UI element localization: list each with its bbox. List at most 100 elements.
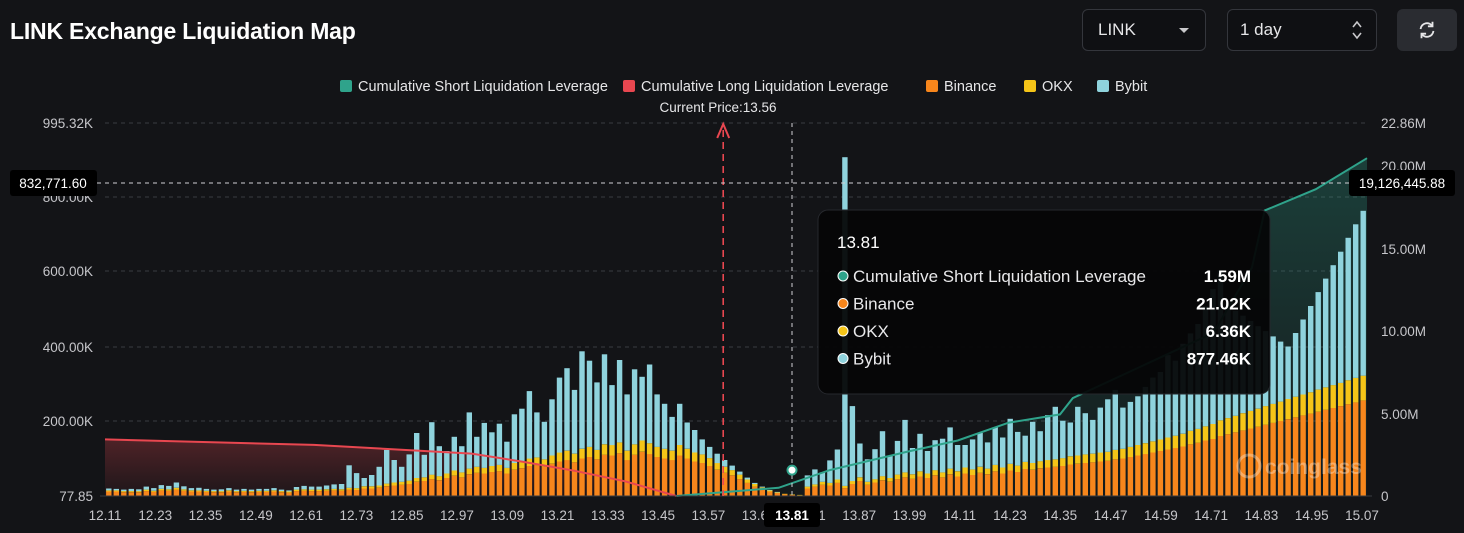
bybit-bar <box>1157 372 1164 440</box>
binance-bar <box>1247 428 1254 496</box>
bybit-bar <box>248 489 255 492</box>
symbol-select[interactable]: LINK <box>1082 9 1206 51</box>
binance-bar <box>1105 460 1111 496</box>
okx-bar <box>106 490 112 492</box>
bybit-bar <box>864 459 871 482</box>
binance-bar <box>526 466 533 496</box>
bybit-bar <box>1052 406 1058 460</box>
okx-bar <box>1097 452 1103 462</box>
okx-bar <box>571 453 578 463</box>
legend-swatch <box>340 80 352 92</box>
binance-bar <box>586 457 593 496</box>
right-axis-tick: 22.86M <box>1381 116 1426 131</box>
updown-chevron-icon <box>1352 20 1362 40</box>
bybit-bar <box>376 466 382 486</box>
binance-bar <box>872 482 878 496</box>
page-title: LINK Exchange Liquidation Map <box>10 18 356 44</box>
bybit-bar <box>143 486 149 490</box>
bybit-bar <box>1082 413 1088 455</box>
okx-bar <box>887 478 893 482</box>
x-axis-tick: 12.35 <box>189 508 223 523</box>
binance-bar <box>699 463 705 496</box>
bybit-bar <box>879 431 886 477</box>
okx-bar <box>353 488 360 490</box>
binance-bar <box>399 484 405 496</box>
x-axis-tick: 12.97 <box>440 508 474 523</box>
tooltip-row-dot <box>837 325 849 337</box>
bybit-bar <box>203 488 210 491</box>
binance-bar <box>308 491 315 496</box>
bybit-bar <box>1000 437 1006 468</box>
bybit-bar <box>173 482 180 488</box>
binance-bar <box>767 491 773 496</box>
okx-bar <box>489 466 495 472</box>
binance-bar <box>692 461 698 496</box>
right-axis-tick: 0 <box>1381 489 1389 504</box>
okx-bar <box>1210 424 1216 439</box>
binance-bar <box>1097 461 1103 496</box>
binance-bar <box>579 458 585 496</box>
binance-bar <box>226 491 232 496</box>
binance-bar <box>369 488 375 496</box>
okx-bar <box>902 472 908 478</box>
bybit-bar <box>661 403 668 449</box>
binance-bar <box>1315 411 1321 496</box>
okx-bar <box>677 445 683 456</box>
legend-swatch <box>1097 80 1109 92</box>
okx-bar <box>323 489 330 491</box>
bybit-bar <box>158 485 164 489</box>
bybit-bar <box>519 408 525 462</box>
binance-bar <box>241 491 247 496</box>
bybit-bar <box>361 478 367 487</box>
okx-bar <box>1127 446 1134 457</box>
binance-bar <box>323 490 330 496</box>
bybit-bar <box>481 422 487 468</box>
interval-select[interactable]: 1 day <box>1227 9 1377 51</box>
bybit-bar <box>872 449 878 480</box>
binance-bar <box>541 466 548 496</box>
tooltip-box <box>817 209 1271 395</box>
binance-bar <box>571 462 578 496</box>
symbol-select-value: LINK <box>1098 20 1136 39</box>
bybit-bar <box>962 445 968 468</box>
binance-bar <box>549 463 555 496</box>
okx-bar <box>286 491 292 493</box>
okx-bar <box>218 491 225 493</box>
okx-bar <box>984 468 991 475</box>
coinglass-logo-icon <box>1236 453 1262 479</box>
okx-bar <box>188 490 195 492</box>
bybit-bar <box>1277 341 1284 402</box>
bybit-bar <box>256 488 262 491</box>
okx-bar <box>872 479 878 483</box>
binance-bar <box>263 491 270 496</box>
okx-bar <box>564 450 570 461</box>
okx-bar <box>429 474 435 480</box>
tooltip-row-dot <box>837 353 849 364</box>
bybit-bar <box>489 432 495 466</box>
bybit-bar <box>759 486 765 488</box>
binance-bar <box>932 475 938 496</box>
bybit-bar <box>1060 420 1066 459</box>
tooltip-row-value: 21.02K <box>1196 295 1252 314</box>
okx-bar <box>1308 392 1314 414</box>
binance-bar <box>752 486 758 496</box>
bybit-bar <box>218 489 225 492</box>
okx-bar <box>639 440 645 452</box>
okx-bar <box>692 452 698 462</box>
bybit-bar <box>1030 421 1036 463</box>
binance-bar <box>1067 464 1073 496</box>
okx-bar <box>1300 394 1306 416</box>
okx-bar <box>819 481 826 485</box>
okx-bar <box>1360 375 1366 401</box>
short-liquidation-area <box>676 158 1367 496</box>
binance-bar <box>444 478 450 496</box>
bybit-bar <box>601 354 608 445</box>
refresh-button[interactable] <box>1397 9 1457 51</box>
okx-bar <box>661 448 668 459</box>
binance-bar <box>887 481 893 496</box>
bybit-bar <box>1045 415 1051 461</box>
crosshair-left-label-bg <box>10 170 97 196</box>
binance-bar <box>316 491 322 496</box>
bybit-bar <box>271 488 277 491</box>
tooltip-row-value: 1.59M <box>1204 267 1251 286</box>
